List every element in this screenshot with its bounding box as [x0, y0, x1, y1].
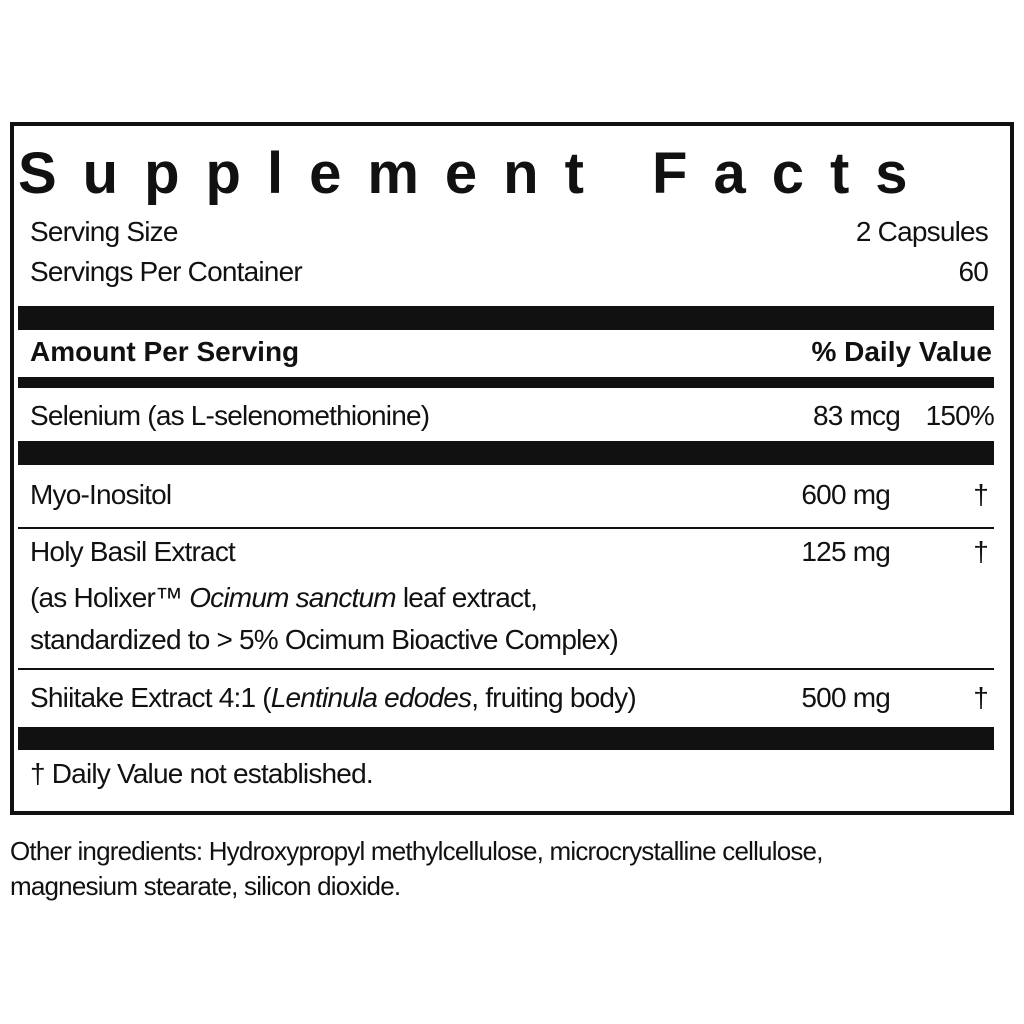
detail-text: (as Holixer™ [30, 582, 183, 613]
divider [18, 306, 994, 330]
header-dv: % Daily Value [811, 336, 992, 367]
name-text: , fruiting body) [471, 682, 636, 713]
nutrient-amount: 500 mg [801, 682, 890, 713]
facts-panel [10, 122, 1014, 815]
nutrient-name: Shiitake Extract 4:1 (Lentinula edodes, … [30, 682, 637, 713]
serving-value: 60 [958, 256, 988, 287]
nutrient-dv: † [973, 682, 989, 713]
nutrient-detail: (as Holixer™ Ocimum sanctum leaf extract… [30, 582, 538, 613]
nutrient-name: Holy Basil Extract [30, 536, 236, 567]
nutrient-name: Myo-Inositol [30, 479, 172, 510]
name-text: Shiitake Extract 4:1 ( [30, 682, 272, 713]
name-italic: Lentinula edodes [270, 682, 472, 713]
divider [18, 441, 994, 465]
serving-value: 2 Capsules [855, 216, 989, 247]
divider [18, 727, 994, 750]
other-ingredients: Other ingredients: Hydroxypropyl methylc… [10, 836, 823, 866]
nutrient-detail: standardized to > 5% Ocimum Bioactive Co… [30, 624, 619, 655]
serving-label: Servings Per Container [30, 256, 303, 287]
detail-italic: Ocimum sanctum [189, 582, 396, 613]
nutrient-dv: † [973, 479, 989, 510]
rule [18, 668, 994, 670]
rule [18, 527, 994, 529]
nutrient-amount: 125 mg [801, 536, 890, 567]
other-ingredients: magnesium stearate, silicon dioxide. [10, 871, 401, 901]
detail-text: leaf extract, [402, 582, 538, 613]
nutrient-name: Selenium (as L-selenomethionine) [30, 400, 430, 431]
footnote: † Daily Value not established. [30, 758, 374, 789]
nutrient-amount: 83 mcg [812, 400, 901, 431]
divider [18, 377, 994, 388]
title: Supplement Facts [18, 141, 934, 206]
header-amount: Amount Per Serving [30, 336, 300, 367]
nutrient-amount: 600 mg [801, 479, 890, 510]
serving-label: Serving Size [30, 216, 178, 247]
nutrient-dv: † [973, 536, 989, 567]
nutrient-dv: 150% [925, 400, 995, 431]
